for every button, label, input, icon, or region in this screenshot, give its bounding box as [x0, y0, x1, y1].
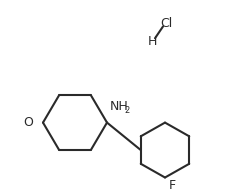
Text: H: H — [147, 35, 157, 48]
Text: Cl: Cl — [159, 17, 171, 30]
Text: 2: 2 — [123, 106, 129, 115]
Text: NH: NH — [109, 100, 128, 113]
Text: O: O — [23, 116, 33, 129]
Text: F: F — [168, 179, 175, 192]
